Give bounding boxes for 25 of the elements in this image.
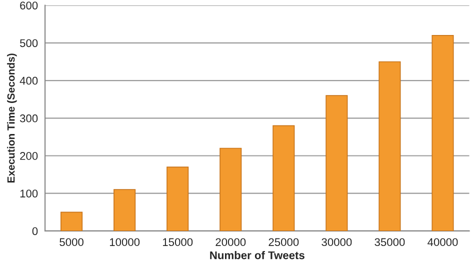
y-tick-label: 100	[20, 190, 38, 198]
bar	[326, 95, 348, 231]
bar	[272, 125, 295, 231]
x-tick-label: 5000	[60, 238, 84, 246]
x-axis-title: Number of Tweets	[210, 251, 304, 260]
y-tick-label: 600	[20, 2, 38, 10]
bar	[114, 189, 136, 231]
bar	[166, 166, 189, 231]
y-tick-label: 200	[20, 152, 38, 160]
bar	[220, 148, 242, 231]
y-tick-label: 300	[20, 114, 38, 122]
x-tick-label: 35000	[374, 238, 405, 246]
x-tick-label: 25000	[268, 238, 299, 246]
bar	[378, 61, 401, 231]
x-tick-label: 15000	[163, 238, 193, 246]
x-tick-label: 20000	[216, 238, 246, 246]
x-tick-label: 40000	[428, 238, 458, 246]
bar	[60, 212, 83, 231]
x-tick-label: 30000	[322, 238, 352, 246]
y-tick-label: 400	[20, 76, 38, 85]
y-axis-title: Execution Time (Seconds)	[7, 54, 17, 182]
y-tick-label: 500	[20, 39, 38, 48]
y-tick-label: 0	[32, 227, 38, 236]
x-tick-label: 10000	[110, 238, 140, 246]
bar	[432, 35, 454, 231]
